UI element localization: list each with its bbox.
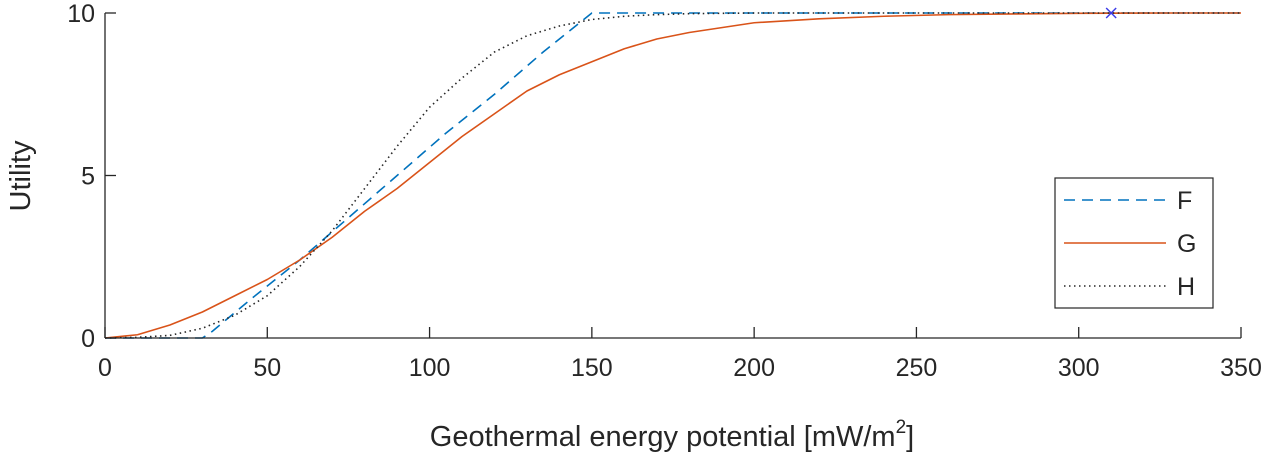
x-tick-label-0: 0 [98,354,112,382]
x-tick-label-250: 250 [896,354,938,382]
series-line-g [104,12,1241,339]
ticks: 0 50 100 150 200 250 300 350 0 5 10 [67,0,1262,382]
x-tick-label-200: 200 [733,354,775,382]
legend-label-g: G [1177,230,1196,258]
x-tick-label-150: 150 [571,354,613,382]
legend-label-h: H [1177,273,1195,301]
y-tick-label-5: 5 [81,163,95,191]
x-tick-label-350: 350 [1220,354,1262,382]
y-tick-label-0: 0 [81,325,95,353]
x-axis-label-suffix: ] [906,421,914,453]
x-tick-label-100: 100 [409,354,451,382]
x-tick-label-50: 50 [253,354,281,382]
y-tick-label-10: 10 [67,0,95,28]
x-axis-label: Geothermal energy potential [mW/m2] [430,417,914,453]
x-axis-label-main: Geothermal energy potential [mW/m [430,421,896,453]
legend-label-f: F [1177,187,1192,215]
y-axis-label: Utility [5,140,37,211]
markers-layer [1105,7,1117,19]
legend: F G H [1054,177,1214,309]
marker-x-0 [1105,7,1117,19]
x-axis-label-superscript: 2 [896,417,907,438]
series-line-f [105,12,1241,339]
x-tick-label-300: 300 [1058,354,1100,382]
plot-lines [104,12,1241,339]
